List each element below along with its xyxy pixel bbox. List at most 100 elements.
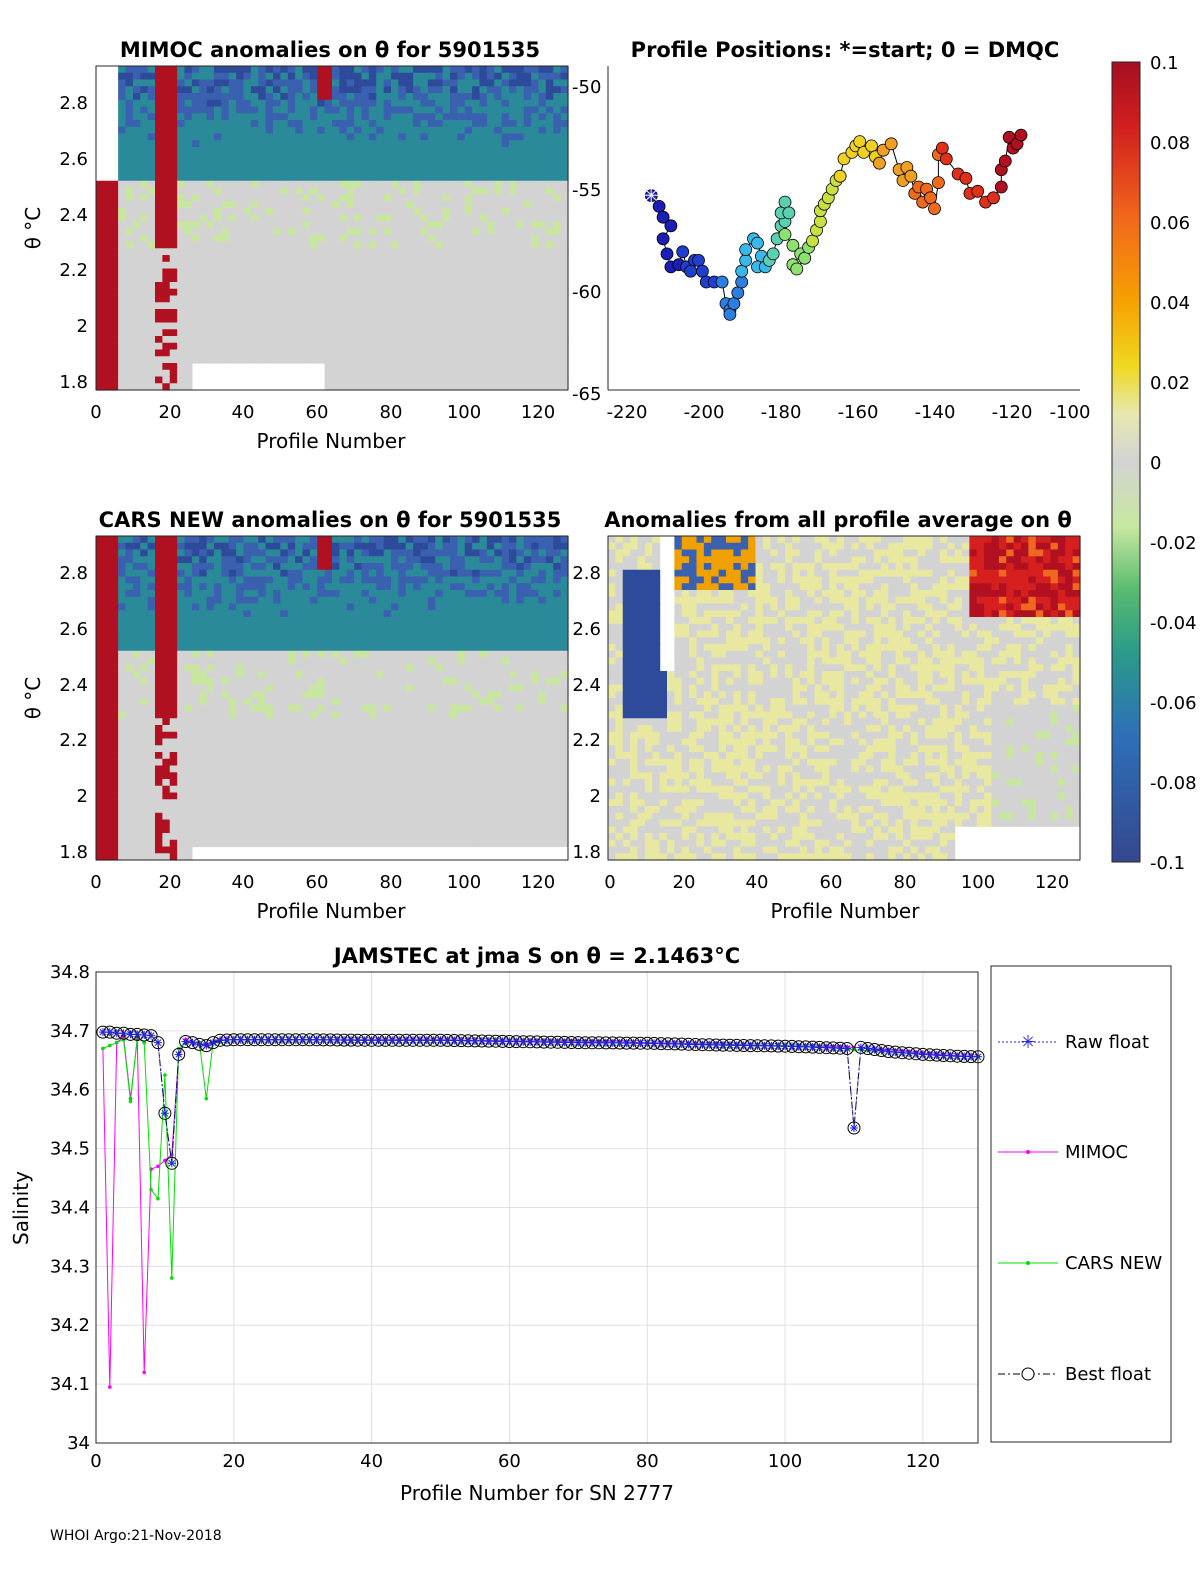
series-point [128,1099,133,1104]
x-tick-label: -100 [1050,402,1091,423]
profile-position-point [778,228,792,241]
x-tick-label: 100 [768,1451,802,1472]
x-tick-label: 0 [90,872,101,893]
raw-float-point [188,1038,197,1047]
y-tick-label: 2.6 [59,619,88,640]
x-tick-label: 120 [521,402,555,423]
x-tick-label: 100 [447,872,481,893]
y-tick-label: 34.8 [50,962,90,983]
positions-panel: Profile Positions: *=start; 0 = DMQC -50… [567,38,1091,423]
raw-float-point [691,1040,700,1049]
colorbar-tick: -0.1 [1150,853,1185,874]
mimoc-xticks: 0 20 40 60 80 100 120 [90,402,555,423]
raw-float-point [477,1037,486,1045]
raw-float-point [884,1047,893,1056]
x-tick-label: 100 [961,872,995,893]
raw-float-point [319,1035,328,1044]
profile-position-point [928,202,941,216]
colorbar-tick: -0.08 [1150,773,1197,794]
raw-float-point [588,1038,597,1047]
x-tick-label: 40 [360,1451,383,1472]
profile-track: ✳ [643,128,1028,321]
raw-float-point [567,1038,576,1047]
positions-title: Profile Positions: *=start; 0 = DMQC [631,38,1060,62]
legend-label: CARS NEW [1065,1253,1162,1274]
raw-float-point [415,1036,424,1045]
x-tick-label: 40 [746,872,769,893]
mimoc-title: MIMOC anomalies on θ for 5901535 [120,38,540,62]
raw-float-point [574,1038,583,1047]
raw-float-point [291,1035,300,1044]
raw-float-point [684,1040,693,1049]
raw-float-point [663,1039,672,1048]
raw-float-point [650,1039,659,1048]
x-tick-label: 120 [1035,872,1069,893]
raw-float-point [912,1049,920,1058]
y-tick-label: 2.8 [59,563,88,584]
profile-position-point [904,169,918,183]
raw-float-point [829,1043,838,1052]
profile-position-point [739,253,753,267]
raw-float-point [126,1030,135,1039]
y-tick-label: -60 [572,282,601,303]
x-tick-label: 40 [232,872,255,893]
raw-float-point [925,1050,934,1059]
raw-float-point [498,1037,507,1046]
raw-float-point [154,1038,162,1047]
y-tick-label: 2 [77,316,88,337]
raw-float-point [298,1035,307,1044]
mimoc-heatmap [96,66,569,391]
colorbar-tick: 0.08 [1150,133,1190,154]
x-tick-label: 60 [820,872,843,893]
x-tick-label: 80 [380,872,403,893]
raw-float-point [278,1035,286,1044]
x-tick-label: 0 [604,872,615,893]
raw-float-point [932,1051,941,1060]
y-tick-label: 2.8 [59,93,88,114]
y-tick-label: 2.2 [59,730,88,751]
y-tick-label: 2 [590,786,601,807]
profile-position-point [735,275,749,289]
y-tick-label: -55 [572,180,601,201]
x-tick-label: -140 [915,402,956,423]
profile-position-point [684,264,697,278]
x-tick-label: 20 [159,402,182,423]
series-point [149,1188,153,1192]
y-tick-label: 34.1 [50,1374,90,1395]
raw-float-point [891,1048,900,1057]
salinity-ylabel: Salinity [9,1171,33,1245]
x-tick-label: 20 [673,872,696,893]
y-tick-label: 34.5 [50,1139,90,1160]
profile-position-point [790,262,804,276]
raw-float-point [326,1035,335,1044]
legend-best-float: Best float [998,1364,1151,1385]
raw-float-point [353,1036,362,1045]
y-tick-label: 2.6 [572,619,601,640]
salinity-xticks: 0 20 40 60 80 100 120 [90,1451,940,1472]
series-point [108,1385,112,1389]
avg-panel: Anomalies from all profile average on θ … [572,508,1081,923]
raw-float-point [898,1048,907,1057]
cars-panel: CARS NEW anomalies on θ for 5901535 1.8 … [21,508,569,923]
raw-float-point [794,1042,803,1051]
cars-yticks: 1.8 2 2.2 2.4 2.6 2.8 [59,563,88,863]
avg-heatmap [608,536,1081,861]
raw-float-point [484,1037,493,1046]
x-tick-label: -180 [761,402,802,423]
mimoc-panel: MIMOC anomalies on θ for 5901535 1.8 2 2… [21,38,569,453]
y-tick-label: 2.4 [59,205,88,226]
raw-float-point [409,1036,417,1045]
raw-float-point [367,1036,376,1045]
colorbar-tick: -0.02 [1150,533,1197,554]
series-point [142,1040,146,1045]
raw-float-point [491,1037,500,1046]
raw-float-point [725,1041,734,1050]
raw-float-point [526,1037,535,1046]
profile-position-point [786,238,800,252]
avg-xticks: 0 20 40 60 80 100 120 [604,872,1069,893]
colorbar-ticks: 0.1 0.08 0.06 0.04 0.02 0 -0.02 -0.04 -0… [1150,53,1197,874]
raw-float-point [843,1044,852,1053]
raw-float-point [677,1040,686,1049]
x-tick-label: -200 [684,402,725,423]
raw-float-point [698,1040,707,1049]
